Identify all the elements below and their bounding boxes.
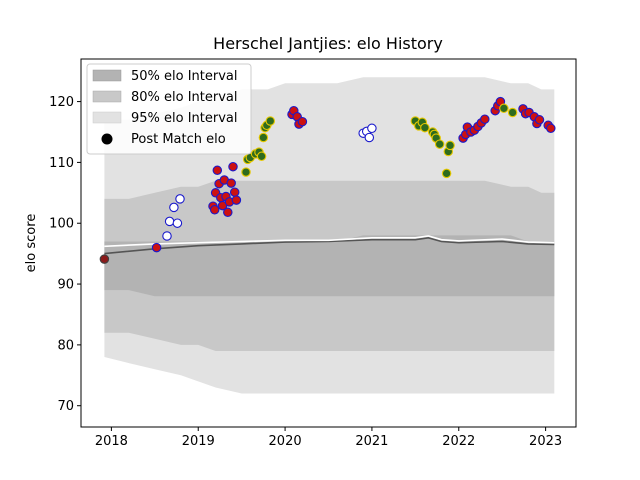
legend-label-95: 95% elo Interval xyxy=(131,111,238,126)
post-match-point xyxy=(441,168,452,179)
post-match-point xyxy=(209,205,220,215)
post-match-point xyxy=(546,123,556,134)
y-tick-label: 100 xyxy=(49,217,74,232)
median-line xyxy=(104,236,555,255)
post-match-point xyxy=(420,122,430,133)
post-match-point xyxy=(445,140,455,151)
legend-label-50: 50% elo Interval xyxy=(131,69,238,84)
x-axis: 2018 2019 2020 2021 2022 2023 xyxy=(95,427,562,449)
post-match-point xyxy=(258,132,269,143)
post-match-point xyxy=(499,103,509,114)
post-match-point xyxy=(151,242,162,253)
post-match-point xyxy=(162,231,172,241)
post-match-point xyxy=(507,107,518,118)
post-match-points xyxy=(99,96,556,264)
post-match-point xyxy=(364,132,375,143)
chart-title: Herschel Jantjies: elo History xyxy=(213,34,443,53)
post-match-point xyxy=(228,161,238,172)
x-tick-label: 2021 xyxy=(355,434,388,449)
x-tick-label: 2022 xyxy=(442,434,475,449)
band-50 xyxy=(104,235,555,297)
post-match-point xyxy=(367,123,377,134)
legend-box xyxy=(86,63,252,155)
plot-frame xyxy=(80,58,577,428)
post-match-point xyxy=(175,194,185,204)
post-match-point xyxy=(480,114,490,124)
post-match-point xyxy=(434,139,445,149)
post-match-point xyxy=(297,116,308,127)
post-match-point xyxy=(226,178,236,188)
y-tick-label: 90 xyxy=(57,278,74,293)
post-match-point xyxy=(99,254,110,264)
post-match-point xyxy=(265,116,276,126)
post-match-point xyxy=(212,165,223,176)
legend-swatch-95 xyxy=(92,111,122,124)
post-match-point xyxy=(229,187,240,197)
y-tick-label: 70 xyxy=(57,399,74,414)
legend-swatch-50 xyxy=(92,69,122,82)
legend: 50% elo Interval 80% elo Interval 95% el… xyxy=(86,63,252,155)
x-tick-label: 2019 xyxy=(182,434,215,449)
center-lines xyxy=(104,235,555,255)
post-match-point xyxy=(231,195,242,205)
legend-marker-post-match xyxy=(101,133,113,145)
post-match-point xyxy=(169,202,179,213)
post-match-point xyxy=(534,115,545,125)
y-tick-label: 80 xyxy=(57,338,74,353)
post-match-point xyxy=(164,216,175,227)
legend-swatch-80 xyxy=(92,90,122,103)
mean-line xyxy=(104,235,555,248)
legend-label-post-match: Post Match elo xyxy=(131,132,226,147)
y-tick-label: 120 xyxy=(49,95,74,110)
x-tick-label: 2020 xyxy=(269,434,302,449)
interval-bands xyxy=(104,77,555,394)
x-tick-label: 2018 xyxy=(95,434,128,449)
y-axis-label: elo score xyxy=(24,214,39,273)
x-tick-label: 2023 xyxy=(529,434,562,449)
post-match-point xyxy=(241,167,251,177)
post-match-point xyxy=(223,207,233,218)
y-axis: 70 80 90 100 110 120 xyxy=(49,95,81,414)
post-match-point xyxy=(172,218,183,228)
y-tick-label: 110 xyxy=(49,156,74,171)
legend-label-80: 80% elo Interval xyxy=(131,90,238,105)
post-match-point xyxy=(256,151,267,162)
